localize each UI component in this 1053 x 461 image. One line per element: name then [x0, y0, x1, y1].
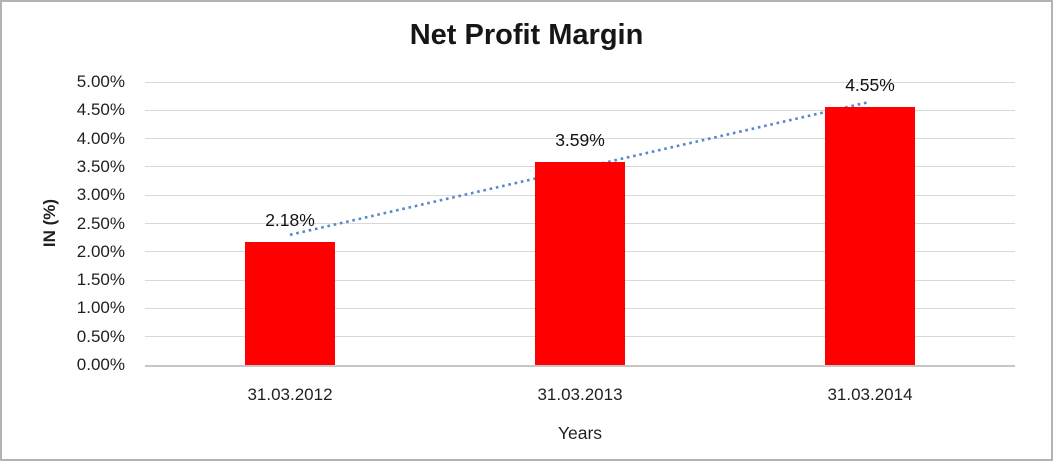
x-axis-category-labels: 31.03.2012 31.03.2013 31.03.2014	[145, 385, 1015, 405]
y-tick-label: 2.50%	[76, 213, 125, 233]
x-category-label: 31.03.2014	[827, 385, 913, 404]
data-label: 2.18%	[265, 209, 315, 230]
y-tick-label: 1.50%	[76, 270, 125, 290]
y-tick-label: 5.00%	[76, 72, 125, 91]
y-tick-label: 2.00%	[76, 241, 125, 261]
y-tick-label: 0.50%	[76, 326, 125, 346]
y-axis-tick-labels: 0.00% 0.50% 1.00% 1.50% 2.00% 2.50% 3.00% 3.50%…	[2, 72, 125, 374]
x-category-label: 31.03.2012	[247, 385, 333, 404]
plot-area: 2.18% 3.59% 4.55%	[145, 75, 1015, 367]
y-tick-label: 4.50%	[76, 100, 125, 120]
gridline	[145, 81, 1015, 83]
bar-31.03.2014	[825, 107, 915, 365]
y-tick-label: 3.50%	[76, 156, 125, 176]
bar-31.03.2012	[245, 241, 335, 365]
y-tick-label: 3.00%	[76, 185, 125, 205]
y-tick-label: 4.00%	[76, 128, 125, 148]
y-tick-label: 0.00%	[76, 355, 125, 374]
gridline	[145, 138, 1015, 140]
chart-title: Net Profit Margin	[409, 19, 644, 51]
data-label: 4.55%	[845, 75, 895, 96]
x-category-label: 31.03.2013	[537, 385, 623, 404]
gridline	[145, 109, 1015, 111]
data-label: 3.59%	[555, 129, 605, 150]
y-tick-label: 1.00%	[76, 298, 125, 318]
bar-31.03.2013	[535, 161, 625, 365]
x-axis-title: Years	[557, 423, 603, 443]
